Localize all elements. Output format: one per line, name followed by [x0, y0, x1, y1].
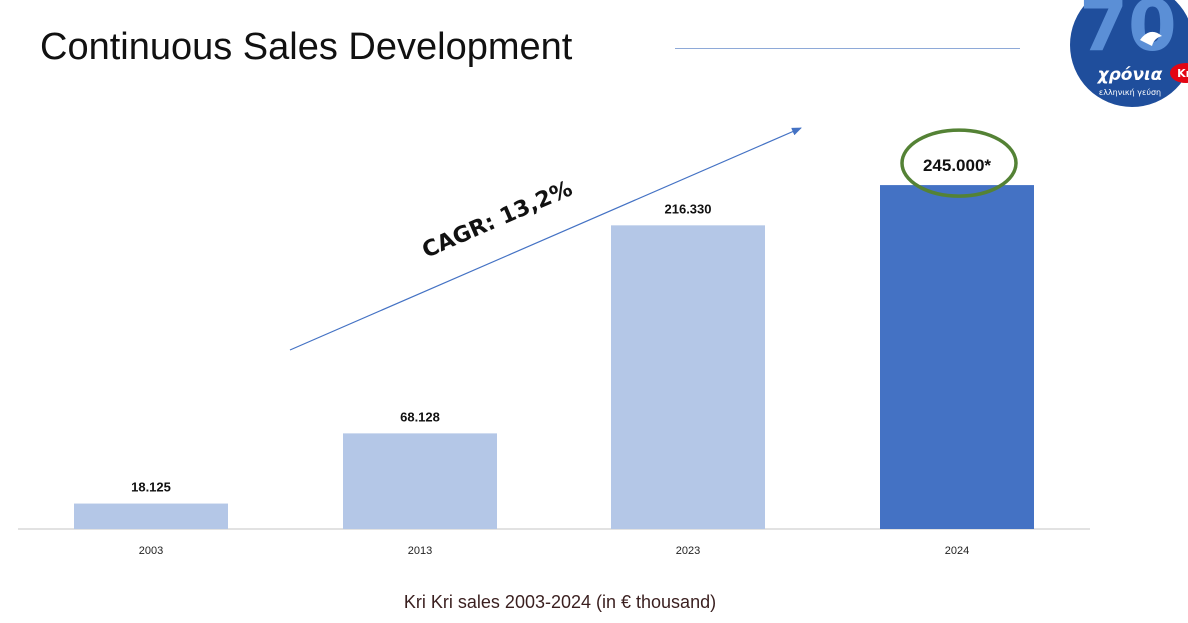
milk-splash-icon [1140, 31, 1162, 46]
x-tick-label-2003: 2003 [139, 545, 163, 557]
x-tick-label-2023: 2023 [676, 545, 700, 557]
bars-group: 18.125 2003 68.128 2013 216.330 2023 245.000* 2… [74, 128, 1034, 557]
logo-word: χρόνια [1097, 65, 1163, 85]
data-label-2003: 18.125 [131, 480, 171, 495]
growth-arrow [289, 127, 802, 351]
data-label-2024: 245.000* [923, 156, 991, 175]
bar-2023 [611, 225, 765, 529]
data-label-2023: 216.330 [665, 201, 712, 216]
bar-2024 [880, 185, 1034, 529]
highlight-circle [900, 128, 1018, 198]
bar-2013 [343, 433, 497, 529]
logo-tagline: ελληνική γεύση [1099, 87, 1161, 97]
data-label-2013: 68.128 [400, 409, 440, 424]
logo-70-years: 70 χρόνια ελληνική γεύση Kri [1070, 0, 1188, 107]
brand-badge [1170, 63, 1188, 83]
brand-name: Kri [1177, 67, 1188, 80]
bar-2003 [74, 503, 228, 529]
cagr-annotation: CAGR: 13,2% [419, 176, 577, 263]
x-tick-label-2024: 2024 [945, 545, 969, 557]
chart-caption: Kri Kri sales 2003-2024 (in € thousand) [403, 592, 717, 612]
x-tick-label-2013: 2013 [408, 545, 432, 557]
page-title: Continuous Sales Development [40, 26, 573, 68]
logo-number: 70 [1079, 0, 1176, 67]
title-underline [675, 48, 1020, 49]
